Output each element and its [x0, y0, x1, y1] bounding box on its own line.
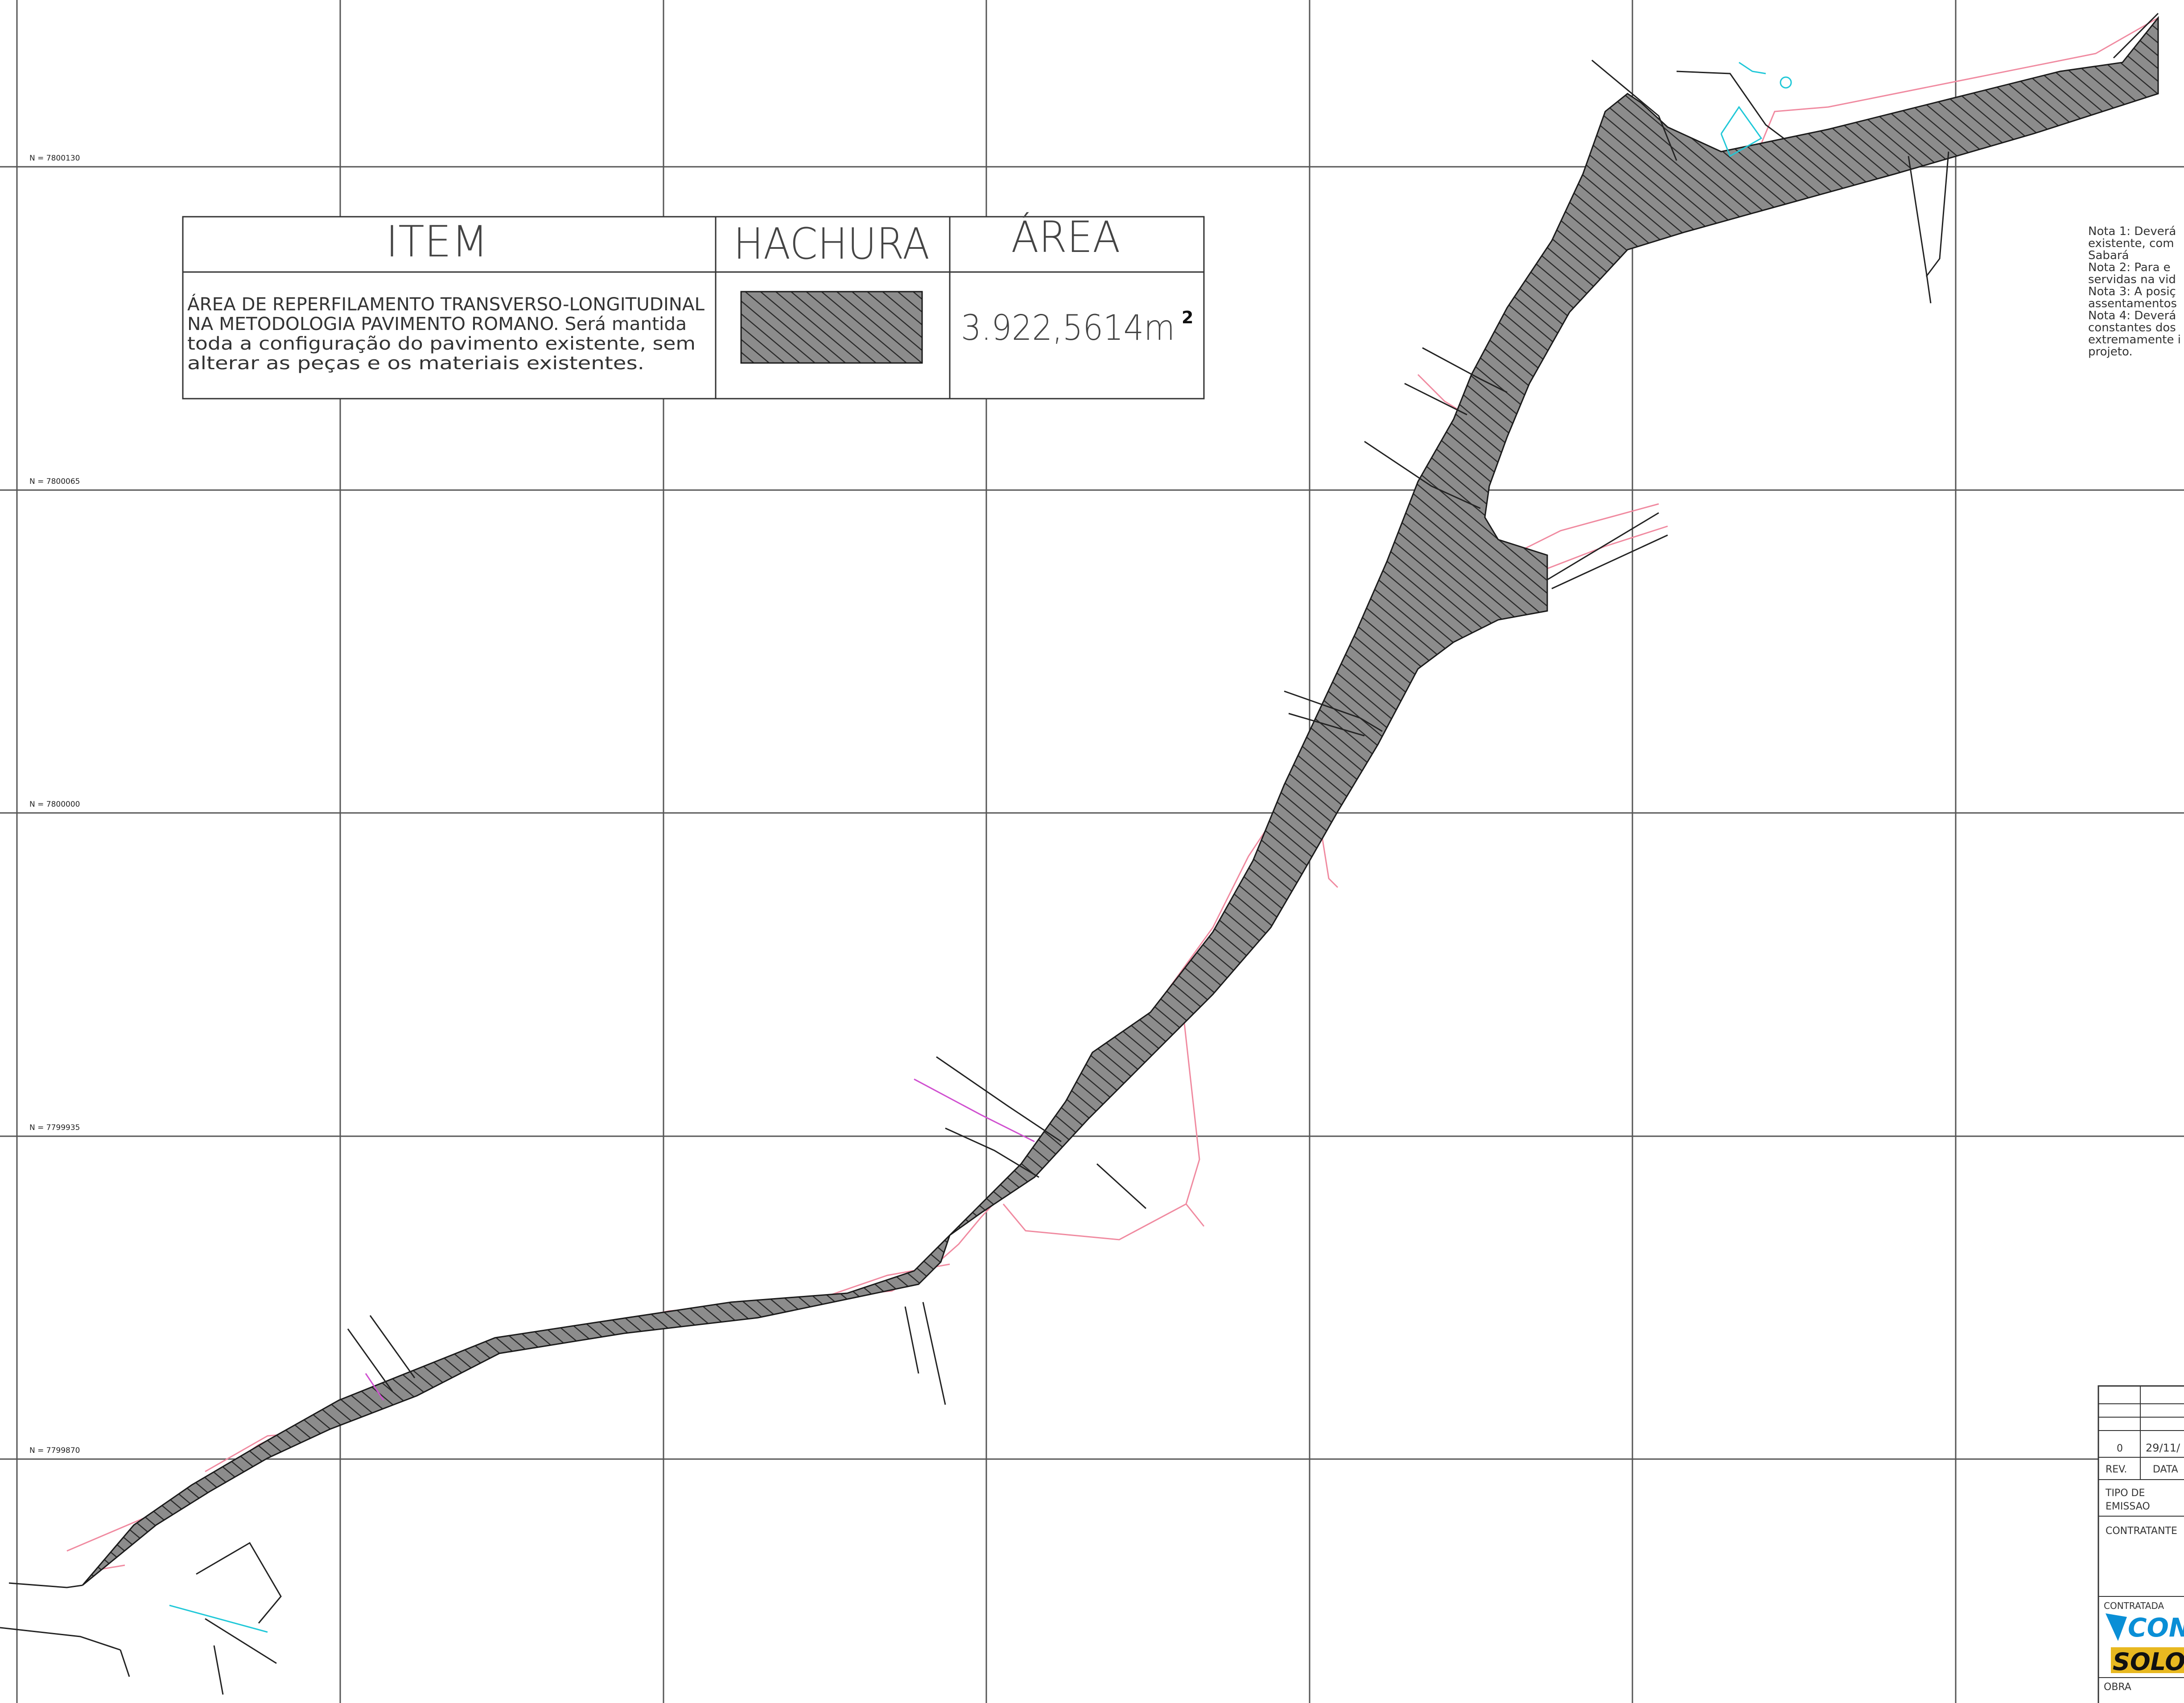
legend-header-area: ÁREA: [1011, 212, 1121, 262]
rev-date: 29/11/: [2146, 1442, 2180, 1454]
contractor-logo: CON SOLO: [2106, 1612, 2184, 1676]
note-line: extremamente i: [2088, 333, 2181, 346]
legend-header-hatch: HACHURA: [733, 219, 930, 269]
legend-item-line: toda a configuração do pavimento existen…: [187, 334, 696, 354]
note-line: constantes dos: [2088, 321, 2176, 334]
note-line: Nota 4: Deverá: [2088, 309, 2176, 322]
tipo-emissao-label: TIPO DE: [2105, 1488, 2145, 1499]
note-line: existente, com: [2088, 237, 2174, 250]
legend-item-line: ÁREA DE REPERFILAMENTO TRANSVERSO-LONGIT…: [187, 293, 705, 315]
northing-label: N = 7800000: [29, 800, 80, 809]
note-line: servidas na vid: [2088, 273, 2176, 286]
rev-number: 0: [2117, 1443, 2123, 1454]
rev-label: REV.: [2106, 1464, 2127, 1475]
logo-swoosh-icon: [2106, 1613, 2127, 1641]
northing-labels: N = 7800130 N = 7800065 N = 7800000 N = …: [29, 154, 80, 1455]
legend-table: ITEM HACHURA ÁREA ÁREA DE REPERFILAMENTO…: [182, 212, 1205, 400]
northing-label: N = 7799935: [29, 1123, 80, 1132]
note-line: Sabará: [2088, 249, 2129, 262]
legend-header-item: ITEM: [386, 217, 488, 267]
note-line: Nota 2: Para e: [2088, 261, 2171, 274]
legend-item-line: NA METODOLOGIA PAVIMENTO ROMANO. Será ma…: [187, 314, 687, 334]
notes-block: Nota 1: Deverá existente, com Sabará Not…: [2088, 225, 2181, 359]
obra-label: OBRA: [2104, 1682, 2131, 1693]
contratante-label: CONTRATANTE: [2106, 1526, 2177, 1537]
utility-lines: [169, 62, 1792, 1633]
reprofiling-area: [82, 16, 2159, 1586]
logo-bottom-text: SOLO: [2113, 1648, 2184, 1676]
note-line: Nota 1: Deverá: [2088, 225, 2176, 238]
area-unit-exponent: 2: [1182, 308, 1193, 327]
note-line: projeto.: [2088, 345, 2133, 359]
title-block: 0 29/11/ REV. DATA TIPO DE EMISSAO CONTR…: [2097, 1385, 2184, 1703]
tipo-emissao-label-2: EMISSAO: [2106, 1501, 2150, 1512]
northing-label: N = 7800065: [29, 477, 80, 486]
contratada-label: CONTRATADA: [2104, 1600, 2164, 1611]
note-line: assentamentos: [2088, 297, 2177, 310]
northing-label: N = 7799870: [29, 1446, 80, 1455]
side-street-lines: [0, 12, 2159, 1695]
note-line: Nota 3: A posiç: [2088, 285, 2176, 298]
logo-top-text: CON: [2128, 1612, 2184, 1643]
hatch-swatch: [740, 291, 923, 364]
legend-item-line: alterar as peças e os materiais existent…: [187, 353, 644, 374]
date-label: DATA: [2153, 1464, 2178, 1475]
area-value: 3.922,5614m: [961, 308, 1175, 348]
northing-label: N = 7800130: [29, 154, 80, 163]
